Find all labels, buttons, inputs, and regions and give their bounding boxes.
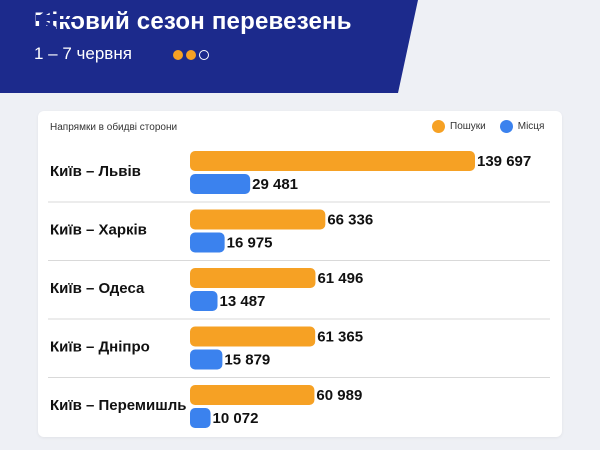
legend-swatch-searches: [432, 120, 445, 133]
category-label: Київ – Харків: [50, 222, 147, 239]
value-label-searches: 61 365: [317, 329, 363, 346]
value-label-seats: 15 879: [224, 352, 270, 369]
value-label-searches: 66 336: [327, 212, 373, 229]
bar-seats: [190, 349, 223, 370]
bar-searches: [190, 385, 315, 405]
legend-label-searches: Пошуки: [450, 121, 486, 132]
date-range: 1 – 7 червня: [34, 44, 132, 63]
bar-searches: [190, 268, 316, 288]
bar-searches: [190, 326, 316, 347]
page-title: Піковий сезон перевезень: [34, 8, 352, 35]
value-label-seats: 16 975: [227, 235, 273, 252]
pagination-dots: [173, 50, 209, 60]
category-label: Київ – Перемишль: [50, 397, 187, 414]
bar-searches: [190, 151, 475, 171]
bar-seats: [190, 291, 218, 311]
value-label-searches: 60 989: [316, 387, 362, 404]
value-label-searches: 61 496: [317, 270, 363, 287]
dot-active: [186, 50, 196, 60]
bar-seats: [190, 174, 251, 194]
header-banner: Піковий сезон перевезень 1 – 7 червня: [0, 0, 600, 93]
uz-logo: [2, 3, 78, 31]
category-label: Київ – Львів: [50, 163, 141, 180]
chart-subtitle: Напрямки в обидві сторони: [50, 122, 178, 133]
legend-label-seats: Місця: [517, 121, 545, 132]
category-label: Київ – Одеса: [50, 280, 145, 297]
value-label-seats: 13 487: [220, 293, 266, 310]
dot-active: [173, 50, 183, 60]
value-label-seats: 10 072: [213, 410, 259, 427]
bar-searches: [190, 209, 326, 230]
dot-inactive: [199, 50, 209, 60]
value-label-searches: 139 697: [477, 153, 531, 170]
legend-item-seats: Місця: [499, 120, 545, 133]
value-label-seats: 29 481: [252, 176, 298, 193]
legend-item-searches: Пошуки: [432, 120, 486, 133]
header-background: [0, 0, 418, 93]
bar-seats: [190, 232, 225, 253]
legend-swatch-seats: [499, 120, 513, 133]
bar-seats: [190, 408, 211, 428]
category-label: Київ – Дніпро: [50, 339, 150, 356]
chart-legend: Пошуки Місця: [432, 120, 552, 133]
